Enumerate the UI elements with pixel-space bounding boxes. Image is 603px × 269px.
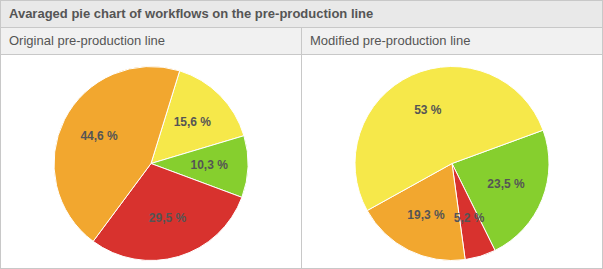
- svg-text:23,5 %: 23,5 %: [487, 177, 525, 191]
- svg-text:15,6 %: 15,6 %: [174, 115, 212, 129]
- svg-text:19,3 %: 19,3 %: [407, 208, 445, 222]
- svg-text:53 %: 53 %: [414, 103, 442, 117]
- html-text:Modified pre-production line: Modified pre-production line: [310, 33, 471, 48]
- svg-text:5,2 %: 5,2 %: [454, 211, 485, 225]
- html-text:Avaraged pie chart of workflow: Avaraged pie chart of workflows on the p…: [9, 6, 374, 21]
- html-text:Original pre-production line: Original pre-production line: [9, 33, 166, 48]
- svg-text:10,3 %: 10,3 %: [190, 158, 228, 172]
- svg-text:29,5 %: 29,5 %: [149, 211, 187, 225]
- svg-text:44,6 %: 44,6 %: [80, 129, 118, 143]
